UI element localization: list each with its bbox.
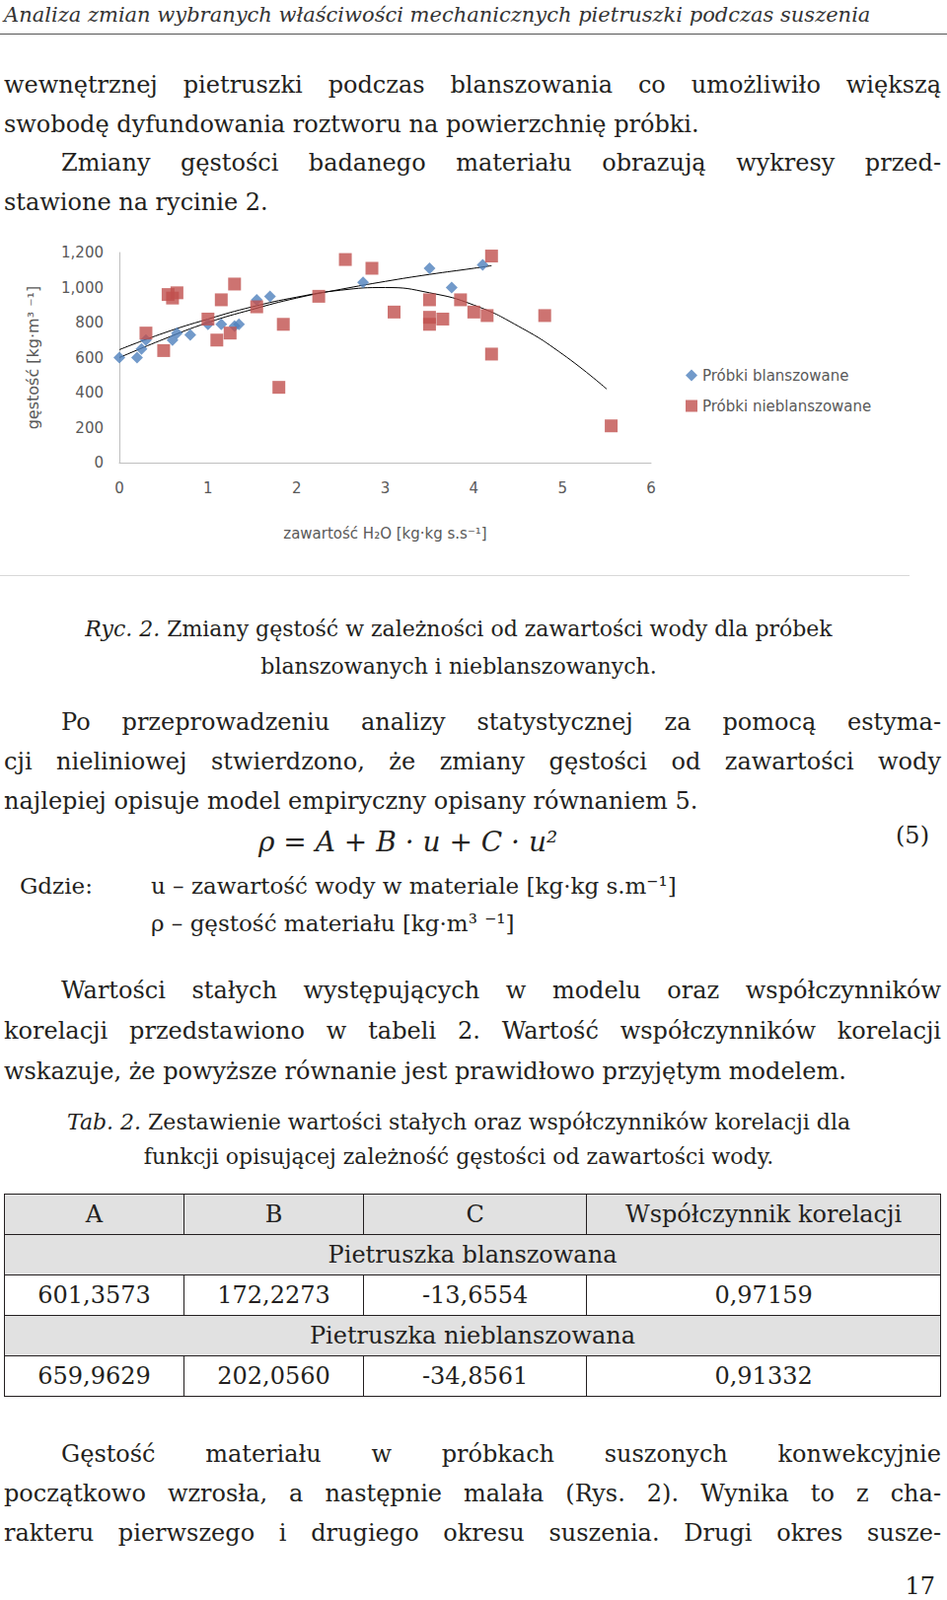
html-text:Pietruszka blanszowana: Pietruszka blanszowana: [328, 1240, 617, 1269]
svg-text:4: 4: [469, 479, 480, 498]
html-text:Analiza zmian wybranych właści: Analiza zmian wybranych właściwości mech…: [3, 2, 871, 27]
svg-text:6: 6: [646, 479, 656, 498]
html-text:ρ – gęstość materiału [kg·m³ ⁻: ρ – gęstość materiału [kg·m³ ⁻¹]: [150, 910, 515, 937]
html-text:B: B: [265, 1200, 283, 1229]
html-text:Współczynnik korelacji: Współczynnik korelacji: [625, 1200, 902, 1229]
html-text:Gęstość materiału w próbkach s: Gęstość materiału w próbkach suszonych k…: [61, 1440, 942, 1468]
svg-text:Próbki nieblanszowane: Próbki nieblanszowane: [702, 397, 872, 416]
html-text:najlepiej opisuje model empiry: najlepiej opisuje model empiryczny opisa…: [3, 787, 698, 815]
html-text:korelacji przedstawiono w tabe: korelacji przedstawiono w tabeli 2. Wart…: [3, 1017, 942, 1045]
html-text:Pietruszka nieblanszowana: Pietruszka nieblanszowana: [309, 1321, 636, 1350]
html-text:swobodę dyfundowania roztworu: swobodę dyfundowania roztworu na powierz…: [3, 109, 700, 138]
html-text:Po przeprowadzeniu analizy sta: Po przeprowadzeniu analizy statystycznej…: [61, 708, 942, 736]
html-text:cji nieliniowej stwierdzono, ż: cji nieliniowej stwierdzono, że zmiany g…: [3, 747, 942, 776]
svg-text:0: 0: [114, 479, 125, 498]
svg-text:3: 3: [380, 479, 391, 498]
html-text:Ryc. 2. Zmiany gęstość w zależ: Ryc. 2. Zmiany gęstość w zależności od z…: [85, 616, 833, 642]
html-text:wewnętrznej pietruszki podczas: wewnętrznej pietruszki podczas blanszowa…: [3, 71, 942, 99]
svg-text:400: 400: [74, 383, 104, 402]
html-text:17: 17: [905, 1572, 936, 1600]
html-text:Gdzie:: Gdzie:: [19, 873, 93, 899]
html-text:Wartości stałych występujących: Wartości stałych występujących w modelu …: [61, 976, 942, 1005]
html-text:659,9629: 659,9629: [37, 1362, 151, 1390]
html-text:C: C: [466, 1200, 485, 1229]
html-text:początkowo wzrosła, a następni: początkowo wzrosła, a następnie malała (…: [3, 1479, 942, 1508]
html-text:601,3573: 601,3573: [37, 1281, 151, 1310]
svg-text:5: 5: [557, 479, 568, 498]
html-text:rakteru pierwszego i drugiego: rakteru pierwszego i drugiego okresu sus…: [3, 1519, 942, 1547]
svg-text:gęstość [kg·m³ ⁻¹]: gęstość [kg·m³ ⁻¹]: [23, 286, 43, 431]
html-text:wskazuje, że powyższe równanie: wskazuje, że powyższe równanie jest praw…: [3, 1057, 847, 1086]
svg-text:Próbki blanszowane: Próbki blanszowane: [702, 366, 849, 385]
svg-text:1,200: 1,200: [61, 243, 104, 262]
html-text:Zmiany gęstości badanego mater: Zmiany gęstości badanego materiału obraz…: [61, 148, 942, 177]
html-text:0,91332: 0,91332: [714, 1362, 813, 1390]
svg-text:200: 200: [74, 419, 104, 438]
html-text:A: A: [85, 1200, 103, 1229]
svg-text:1,000: 1,000: [61, 279, 104, 297]
svg-text:2: 2: [291, 479, 302, 498]
html-text:Tab. 2. Zestawienie wartości s: Tab. 2. Zestawienie wartości stałych ora…: [66, 1109, 851, 1135]
html-text:blanszowanych i nieblanszowany: blanszowanych i nieblanszowanych.: [260, 654, 657, 679]
svg-text:zawartość H₂O [kg·kg s.s⁻¹]: zawartość H₂O [kg·kg s.s⁻¹]: [283, 524, 487, 543]
svg-text:800: 800: [74, 313, 104, 332]
html-text:u – zawartość wody w materiale: u – zawartość wody w materiale [kg·kg s.…: [150, 873, 677, 899]
html-text:stawione na rycinie 2.: stawione na rycinie 2.: [3, 187, 268, 216]
html-text:-13,6554: -13,6554: [422, 1281, 529, 1310]
html-text:funkcji opisującej zależność g: funkcji opisującej zależność gęstości od…: [143, 1144, 774, 1169]
svg-text:0: 0: [93, 453, 104, 472]
html-text:ρ = A + B · u + C · u²: ρ = A + B · u + C · u²: [258, 825, 558, 859]
html-text:172,2273: 172,2273: [217, 1281, 331, 1310]
html-text:202,0560: 202,0560: [217, 1362, 331, 1390]
svg-text:600: 600: [74, 349, 104, 367]
html-text:(5): (5): [895, 821, 930, 850]
html-text:0,97159: 0,97159: [714, 1281, 813, 1310]
html-text:-34,8561: -34,8561: [422, 1362, 529, 1390]
svg-text:1: 1: [203, 479, 214, 498]
